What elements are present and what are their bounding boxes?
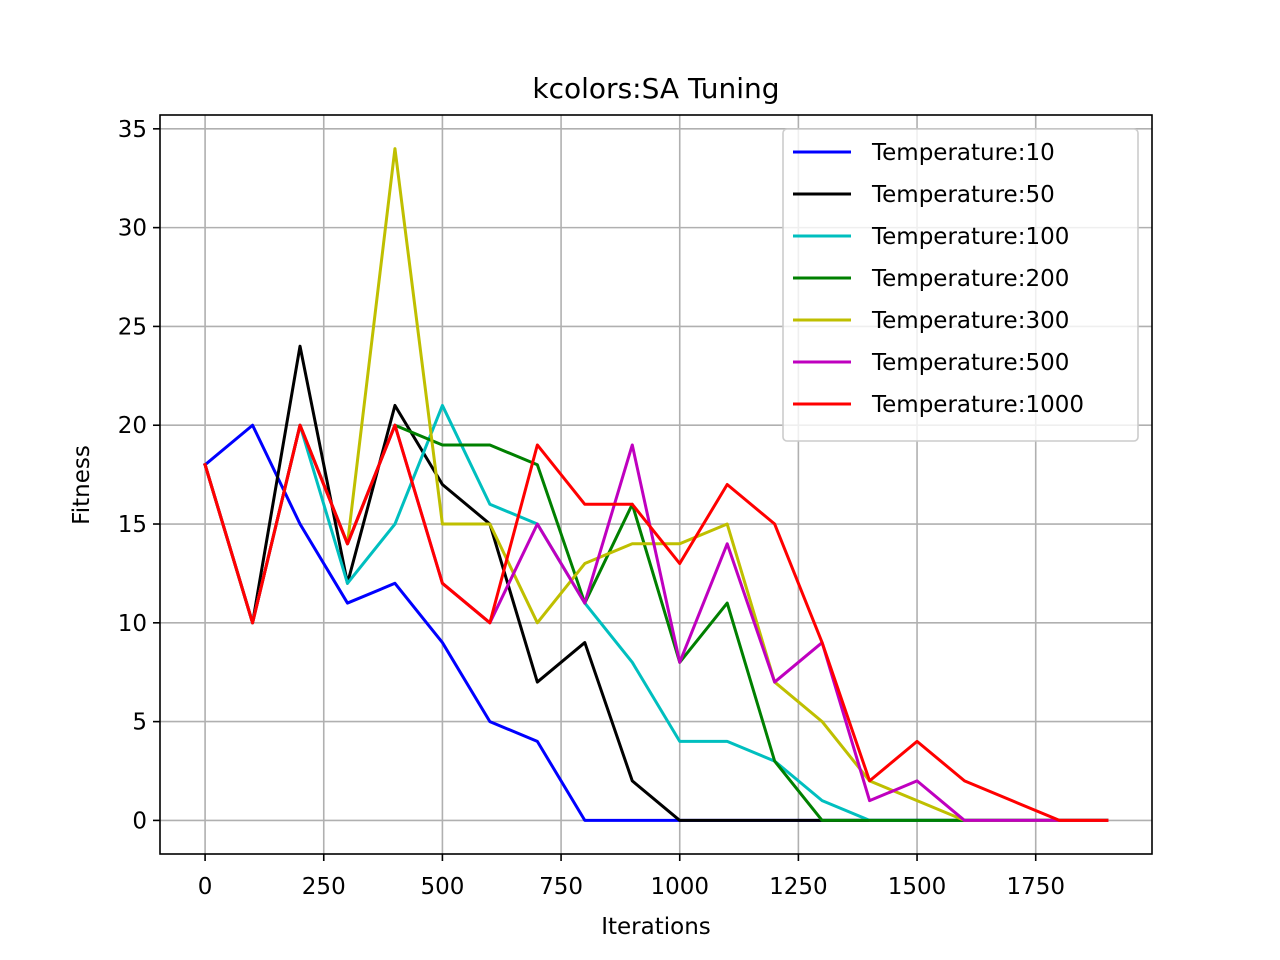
x-tick-label: 0: [198, 874, 213, 900]
x-tick-label: 1000: [650, 874, 709, 900]
y-tick-label: 25: [118, 314, 147, 340]
ticks: 0 250 500 750 1000 1250 1500 1750 0 5 10 15 20 25 30 35: [118, 117, 1065, 900]
legend-entry: Temperature:1000: [871, 392, 1084, 418]
y-tick-label: 0: [132, 808, 147, 834]
x-tick-label: 1500: [888, 874, 947, 900]
legend: Temperature:10 Temperature:50 Temperature:…: [782, 128, 1139, 442]
y-axis-title: Fitness: [69, 445, 95, 525]
legend-box: [782, 128, 1139, 442]
x-tick-label: 1750: [1006, 874, 1065, 900]
y-tick-label: 5: [132, 710, 147, 736]
x-tick-label: 750: [539, 874, 583, 900]
x-tick-label: 1250: [769, 874, 828, 900]
x-tick-label: 250: [302, 874, 346, 900]
y-tick-label: 30: [118, 216, 147, 242]
legend-entry: Temperature:200: [871, 266, 1069, 292]
series-line-5: [203, 147, 1109, 822]
legend-entry: Temperature:50: [871, 182, 1055, 208]
legend-entry: Temperature:300: [871, 308, 1069, 334]
x-axis-title: Iterations: [601, 914, 711, 940]
legend-entry: Temperature:100: [871, 224, 1069, 250]
y-tick-label: 15: [118, 512, 147, 538]
x-tick-label: 500: [420, 874, 464, 900]
chart-title: kcolors:SA Tuning: [532, 72, 779, 105]
series-line-7: [203, 423, 1109, 822]
y-tick-label: 35: [118, 117, 147, 143]
y-tick-label: 20: [118, 413, 147, 439]
series-layer: [202, 147, 1109, 822]
y-tick-label: 10: [118, 611, 147, 637]
plot-frame: [159, 114, 1153, 855]
legend-entry: Temperature:10: [871, 140, 1055, 166]
legend-entry: Temperature:500: [871, 350, 1069, 376]
